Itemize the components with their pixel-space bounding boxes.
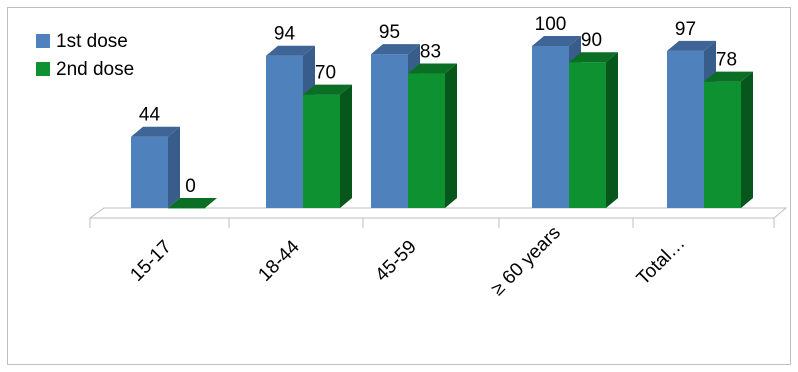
chart-floor — [88, 207, 788, 228]
x-tick-label: 15-17 — [127, 237, 176, 286]
legend-swatch — [36, 34, 50, 48]
legend-label: 1st dose — [56, 31, 128, 52]
legend-item: 2nd dose — [36, 59, 134, 80]
data-label: 0 — [185, 176, 196, 197]
x-tick-label: 45-59 — [372, 237, 421, 286]
floor-plane — [88, 207, 788, 219]
x-tick-label: 18-44 — [255, 236, 305, 286]
data-label: 95 — [379, 22, 400, 43]
legend: 1st dose 2nd dose — [36, 31, 134, 80]
bar-second-dose — [569, 52, 618, 209]
bar-second-dose — [168, 198, 217, 209]
legend-label: 2nd dose — [56, 59, 134, 80]
bar-second-dose — [408, 63, 457, 208]
data-label: 78 — [716, 50, 737, 71]
data-label: 94 — [274, 24, 296, 45]
legend-item: 1st dose — [36, 31, 128, 52]
data-label: 70 — [315, 63, 336, 84]
legend-swatch — [36, 62, 50, 76]
bar-second-dose — [303, 84, 352, 208]
data-labels: 44 0 94 70 95 83 100 90 97 78 — [139, 14, 737, 197]
bar-first-dose — [131, 126, 180, 208]
data-label: 83 — [420, 42, 441, 63]
x-tick-label: Total… — [633, 233, 690, 290]
data-label: 97 — [675, 19, 696, 40]
data-label: 90 — [581, 30, 602, 51]
x-tick-label: ≥ 60 years — [487, 222, 564, 299]
data-label: 44 — [139, 105, 161, 126]
data-label: 100 — [535, 14, 567, 35]
bars — [131, 36, 753, 209]
bar-second-dose — [704, 71, 753, 208]
x-axis-tick-labels: 15-17 18-44 45-59 ≥ 60 years Total… — [127, 222, 690, 299]
